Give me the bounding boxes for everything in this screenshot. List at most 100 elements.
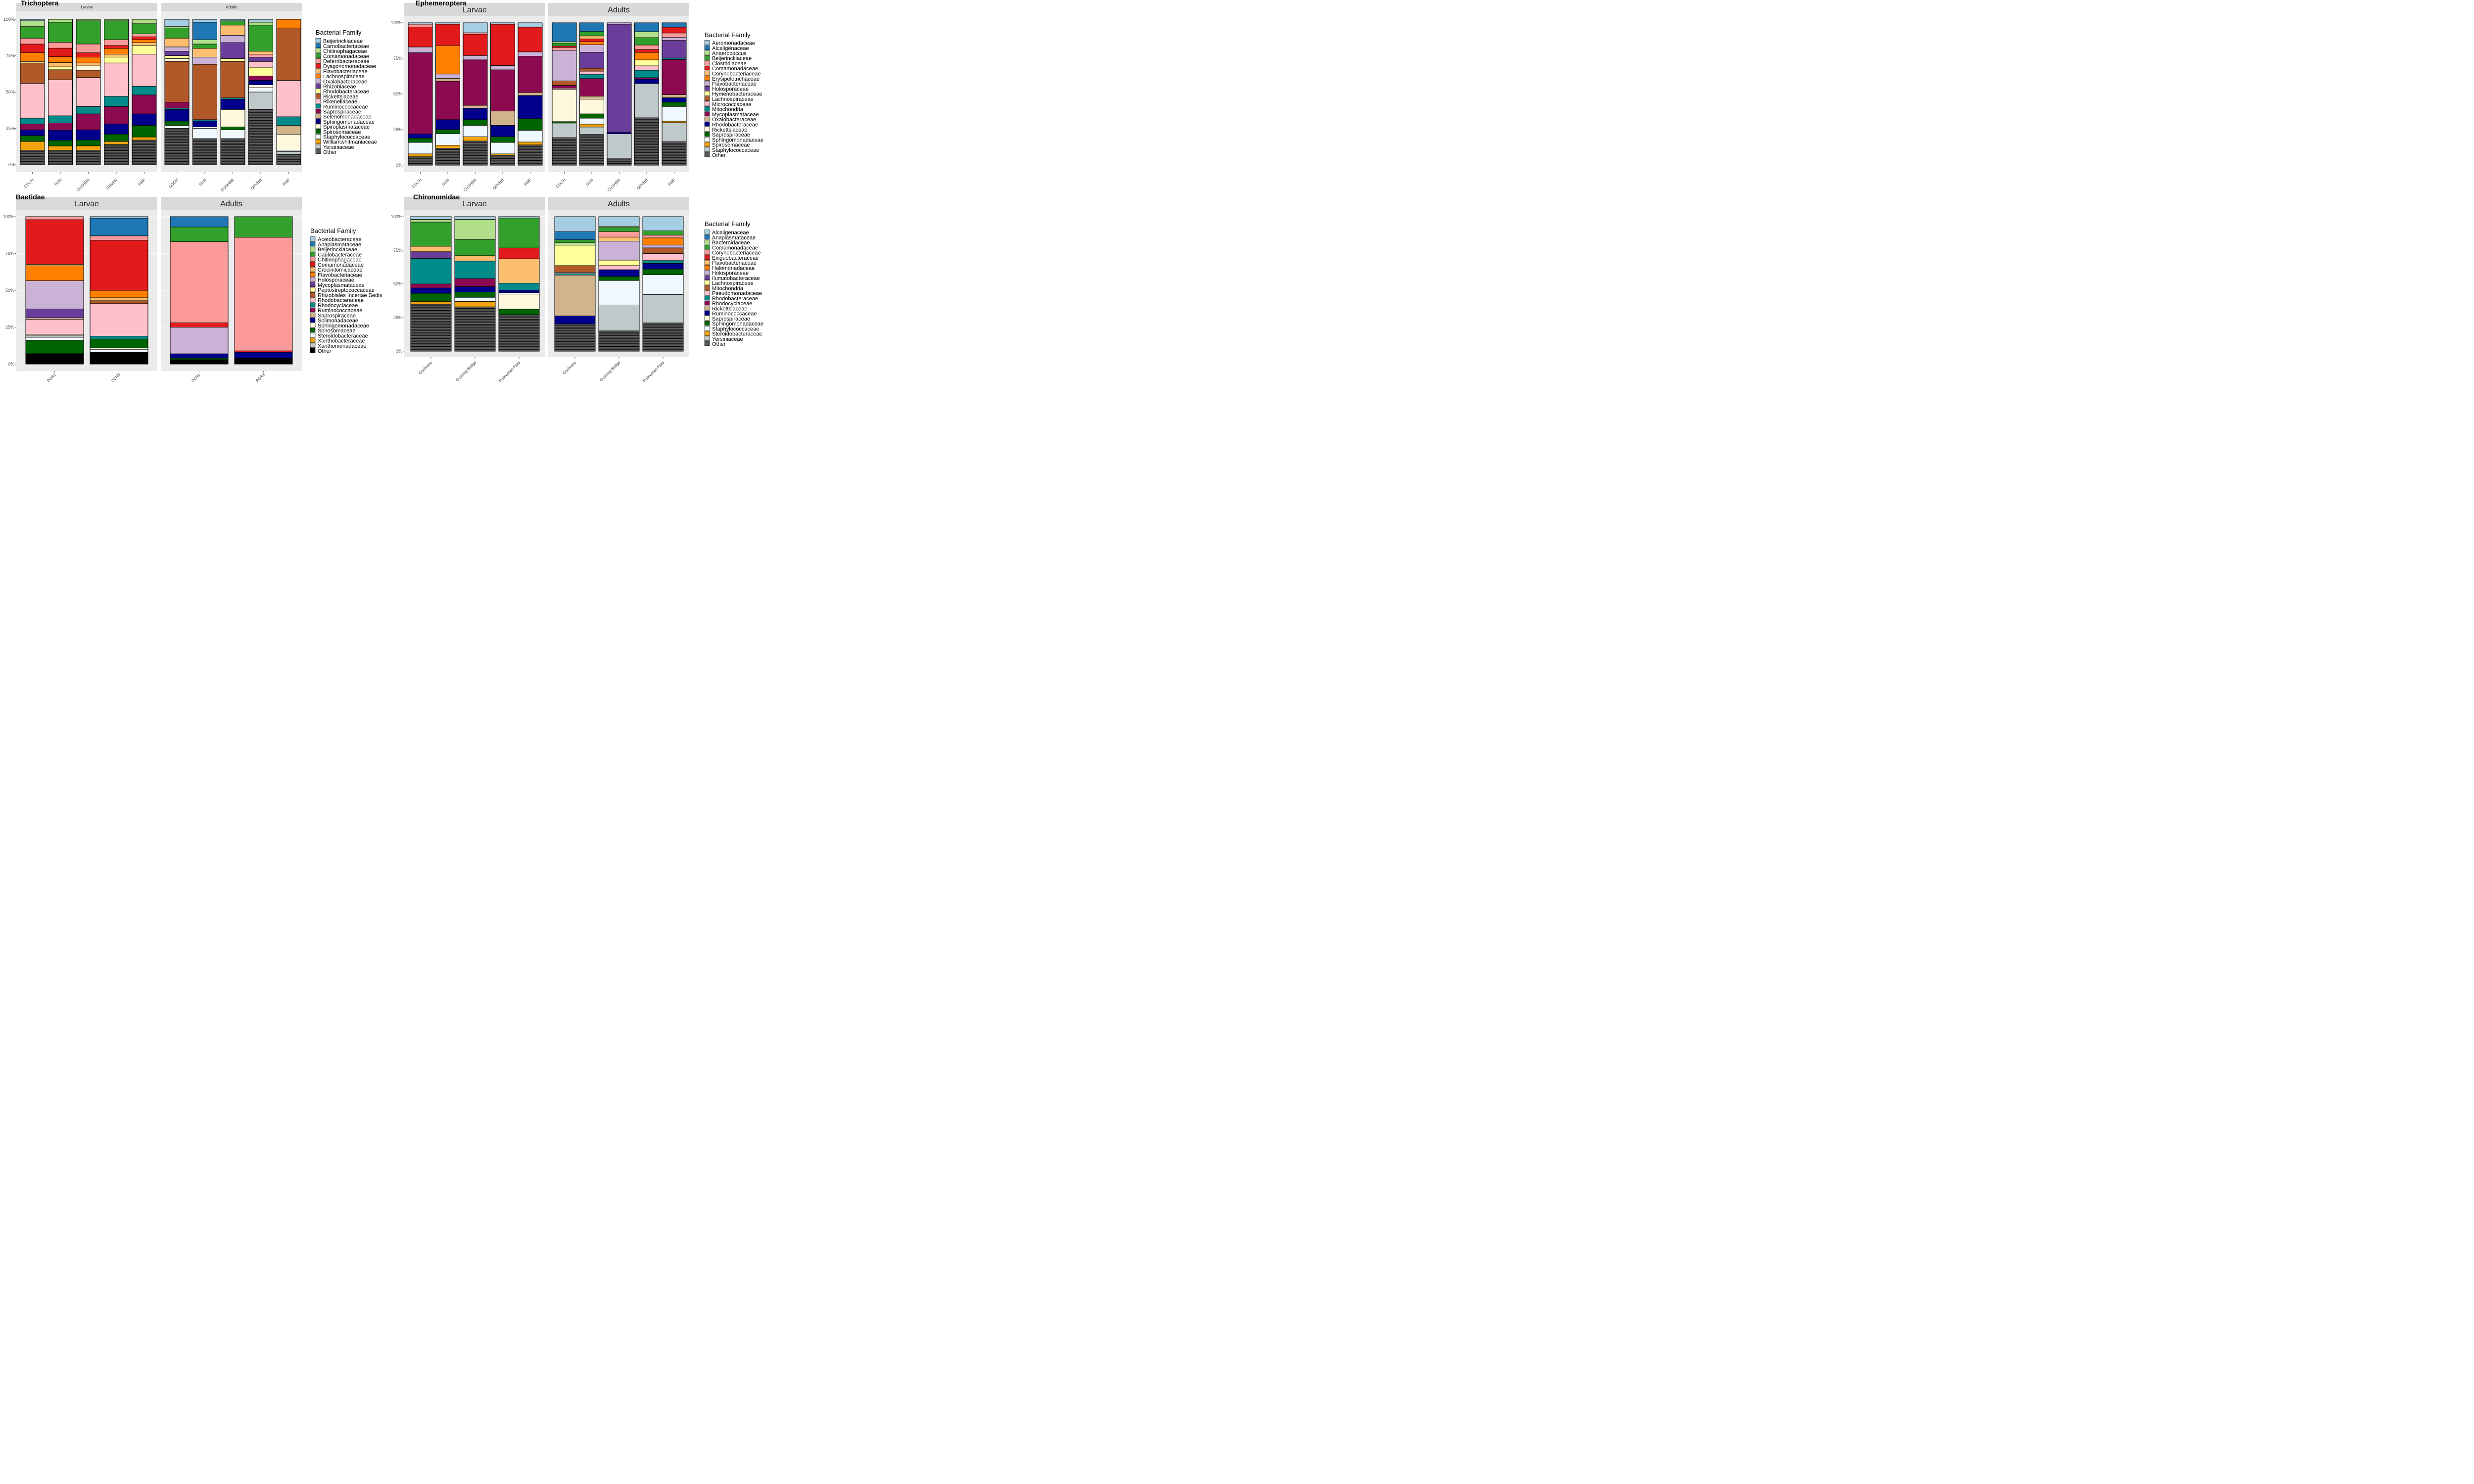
bar-pcr1 [25,216,84,365]
legend-label: Holosporaceae [712,271,749,277]
bar-segment [192,22,217,40]
facet-adults: Adults Cochrane Cushing Bridge Policeman Fl… [548,197,689,383]
legend-item: Other [315,149,337,155]
bar-segment [25,309,84,319]
bar-segment [192,44,217,49]
legend-swatch [704,137,710,142]
legend-label: Comamonadaceae [318,262,364,268]
y-tick-label: 25% [6,126,15,131]
bar-segment [454,216,496,220]
legend-item: Corynebacteriaceae [704,250,761,256]
bar-cushbr [220,19,245,165]
legend-label: Yersiniaceae [323,144,354,150]
legend-item: Ruminococcaceae [315,103,368,110]
bar-outline [642,216,684,352]
bar-segment [164,19,190,27]
legend-label: Beijerinckiaceae [323,39,363,45]
bar-segment [642,253,684,261]
bar-segment [490,153,515,156]
bar-outline [234,216,293,365]
bar-segment [554,273,596,276]
facet-adults: Adults PCR1 PCR3 [161,197,302,383]
legend-label: Oxalobacteraceae [712,117,756,123]
bar-segment [408,46,433,53]
legend-swatch [310,323,316,328]
legend-title: Bacterial Family [705,220,751,228]
bar-segment [25,318,84,320]
legend-swatch [310,241,316,247]
legend-label: Comamonadaceae [323,53,369,59]
bar-segment [20,61,45,63]
legend-item: Saprospiraceae [704,316,750,322]
x-tick-label: Cochrane [418,360,433,375]
x-tick-label: Cushing Bridge [599,360,621,382]
legend-item: Saprospiraceae [315,109,361,115]
bar-segment [276,28,301,81]
bar-cochrane [410,216,452,352]
bar-segment [248,61,273,68]
facet-label: Larvae [75,200,99,208]
legend-label: Sphingomonadaceae [323,119,375,125]
bar-segment [76,62,101,66]
bar-segment [490,136,515,143]
legend-swatch [315,114,321,119]
legend-item: Spirosomaceae [704,142,750,148]
bar-segment [248,25,273,52]
bar-sun [192,19,217,165]
legend-swatch [704,142,710,147]
legend-label: Holosporaceae [318,278,354,283]
legend-label: Staphylococcaceae [323,135,370,140]
legend-label: Lachnospiraceae [712,280,754,286]
bar-segment [463,59,488,106]
bar-segment [454,278,496,287]
bar-segment [463,32,488,35]
bar-segment [164,107,190,110]
legend-label: Peptostreptococcaceae [318,287,375,293]
bar-segment [276,125,301,135]
bar-segment [20,135,45,142]
legend-item: Bacteroidaceae [704,239,750,246]
bar-segment [20,118,45,125]
legend-swatch [704,341,710,346]
bar-segment [248,80,273,85]
bar-segment [132,23,157,34]
y-tick-label: 75% [393,56,402,61]
bar-segment [164,61,190,102]
x-tick-label: PCR3 [110,372,121,383]
bar-segment [220,109,245,127]
legend-label: Sphingomonadaceae [318,323,369,329]
bar-segment [662,101,687,107]
bar-segment [463,125,488,137]
bar-grvbr [634,22,659,166]
bar-segment [490,125,515,137]
bar-segment [104,62,129,97]
bar-segment [76,106,101,114]
legend-item: Rhodobacteraceae [704,122,758,128]
bar-segment [410,301,452,305]
y-tick-label: 25% [5,325,14,330]
legend-label: Flavobacteriaceae [712,81,757,87]
legend-label: Pseudomonadaceae [712,291,762,297]
legend-label: Spirosomaceae [323,129,361,135]
bar-segment [552,81,577,86]
bar-segment [579,71,604,75]
bar-segment-other [579,134,604,166]
legend-label: Staphylococcaceae [712,326,759,332]
bar-segment [598,241,640,261]
legend-swatch [315,53,321,58]
bar-segment [25,340,84,354]
legend-item: Rickettsiaceae [315,93,359,100]
x-tick-label: Policeman Flats [642,360,666,383]
bar-outline [248,19,273,165]
bar-segment [498,289,540,293]
bar-segment [20,83,45,119]
legend-label: Beijerinckiaceae [712,56,752,62]
legend-label: Xanthomonadaceae [318,343,366,349]
bar-segment [48,123,73,131]
bar-segment [408,142,433,154]
bar-segment [579,51,604,69]
bar-segment [454,297,496,302]
bar-cushbr [463,22,488,166]
bar-coch [20,19,45,165]
bar-segment [552,88,577,90]
